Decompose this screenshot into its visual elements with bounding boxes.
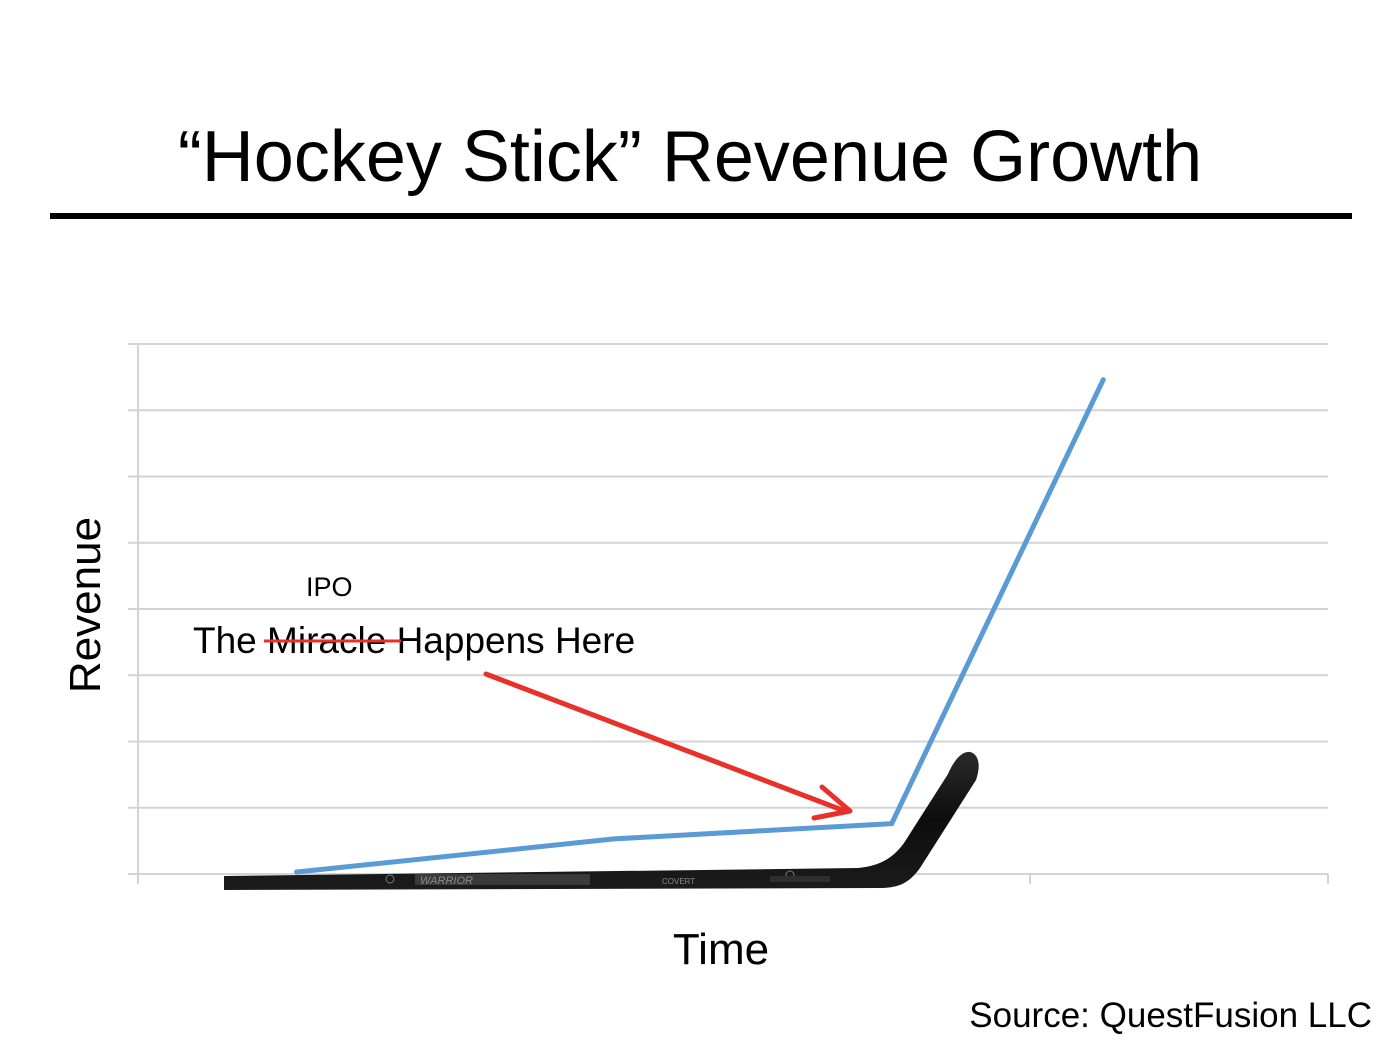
source-note: Source: QuestFusion LLC xyxy=(969,996,1372,1035)
revenue-data-point xyxy=(1100,377,1106,383)
svg-text:WARRIOR: WARRIOR xyxy=(420,875,473,887)
x-axis-label: Time xyxy=(673,925,769,974)
annotation-prefix: The xyxy=(193,620,257,661)
annotation-suffix: Happens Here xyxy=(397,620,636,661)
gridlines xyxy=(128,343,1328,809)
annotation-label: The Miracle Happens Here xyxy=(193,620,635,661)
y-axis-label: Revenue xyxy=(61,517,110,693)
svg-text:COVERT: COVERT xyxy=(662,877,695,886)
page-title: “Hockey Stick” Revenue Growth xyxy=(177,117,1203,197)
annotation-arrow xyxy=(483,671,853,821)
axes xyxy=(128,344,1329,884)
revenue-data-point xyxy=(294,869,300,875)
revenue-series-line xyxy=(294,377,1106,875)
annotation-replacement-word: IPO xyxy=(306,572,353,602)
hockey-stick-icon: WARRIOR COVERT xyxy=(224,751,979,890)
revenue-data-point xyxy=(889,821,895,827)
title-rule xyxy=(50,213,1352,219)
revenue-data-point xyxy=(611,836,617,842)
